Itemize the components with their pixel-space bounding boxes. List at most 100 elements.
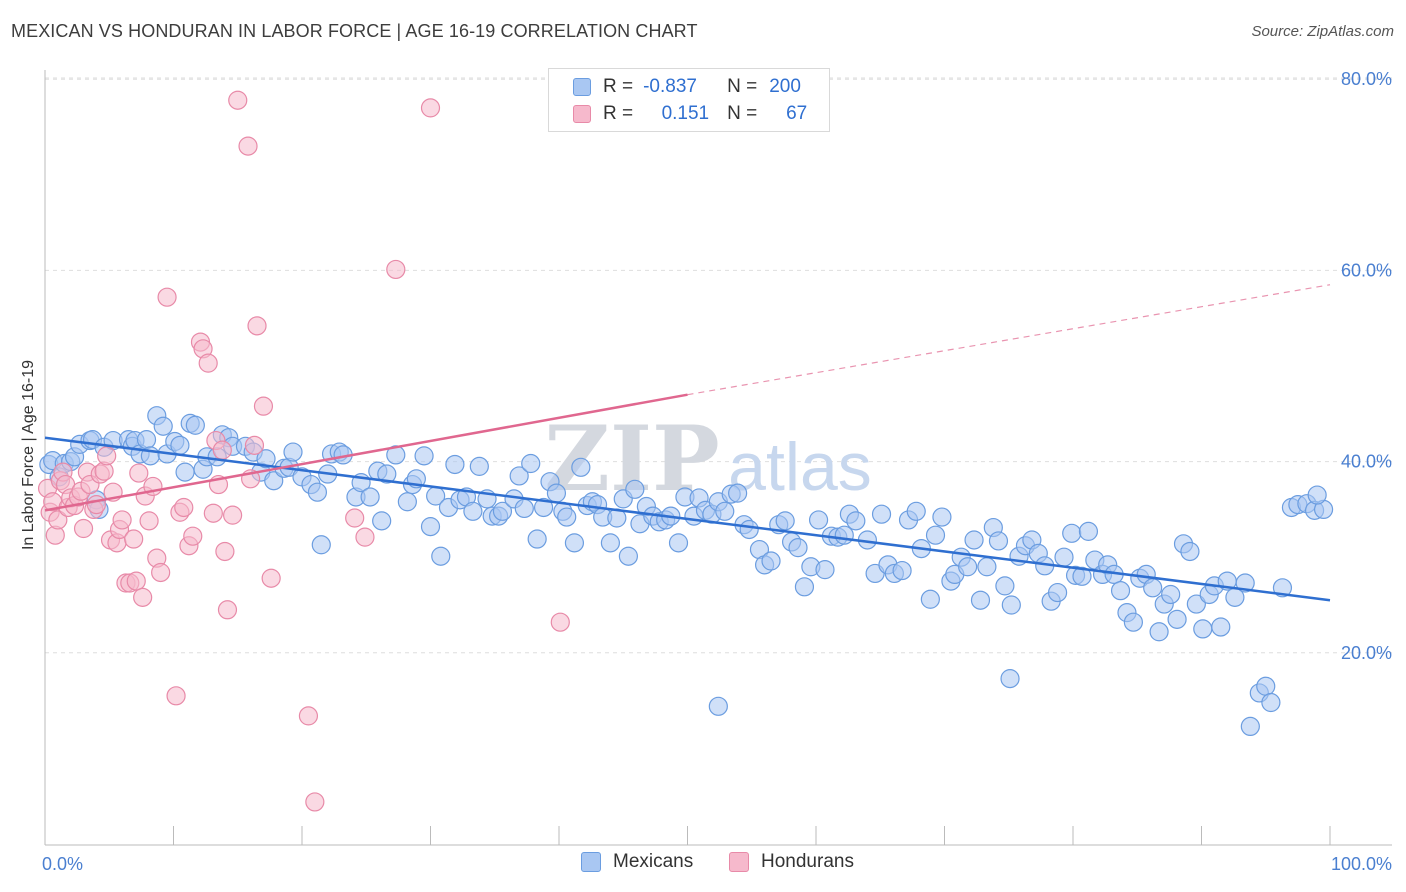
mexicans-point-158	[1054, 547, 1074, 567]
mexicans-point-118	[788, 538, 808, 558]
mexicans-point-64	[445, 454, 465, 475]
mexicans-trend-line	[44, 436, 1331, 602]
mexicans-point-176	[1167, 609, 1187, 629]
hondurans-point-56	[247, 316, 267, 336]
mexicans-point-100	[668, 533, 689, 553]
mexicans-point-173	[1149, 622, 1169, 642]
mexicans-point-26	[185, 415, 205, 435]
mexicans-r-value: -0.837	[643, 76, 697, 97]
hondurans-point-38	[166, 686, 186, 706]
mexicans-point-138	[925, 525, 946, 545]
y-tick-label-60: 60.0%	[1341, 260, 1392, 280]
legend-item-hondurans: Hondurans	[729, 851, 854, 873]
mexicans-point-183	[1211, 617, 1231, 637]
mexicans-point-107	[715, 501, 735, 521]
hondurans-point-52	[223, 505, 243, 525]
mexicans-point-186	[1235, 573, 1255, 593]
hondurans-point-17	[86, 495, 107, 515]
hondurans-point-63	[386, 259, 406, 280]
hondurans-point-25	[112, 510, 132, 530]
hondurans-point-28	[124, 529, 144, 549]
series-legend: Mexicans Hondurans	[0, 851, 1406, 877]
mexicans-point-82	[557, 507, 577, 527]
mexicans-point-162	[1078, 521, 1099, 541]
hondurans-point-40	[174, 497, 194, 518]
hondurans-swatch	[573, 105, 591, 123]
legend-row-hondurans: R = 0.151 N = 67	[573, 100, 807, 128]
mexicans-point-62	[431, 546, 451, 566]
mexicans-point-76	[521, 453, 541, 474]
mexicans-point-111	[739, 519, 759, 540]
mexicans-point-92	[618, 546, 638, 566]
mexicans-point-80	[546, 483, 567, 503]
mexicans-point-17	[136, 430, 157, 450]
mexicans-point-44	[311, 535, 331, 555]
mexicans-point-83	[564, 533, 585, 553]
mexicans-n-value: 200	[769, 76, 801, 97]
mexicans-point-89	[600, 533, 621, 553]
hondurans-point-61	[345, 508, 365, 528]
mexicans-point-43	[307, 482, 328, 502]
hondurans-trend-extension	[687, 284, 1331, 396]
hondurans-point-31	[133, 587, 153, 607]
mexicans-point-121	[808, 510, 829, 530]
hondurans-n-label: N =	[727, 103, 758, 124]
mexicans-point-127	[846, 511, 866, 531]
hondurans-point-33	[139, 511, 159, 531]
mexicans-point-116	[775, 511, 795, 531]
mexicans-point-143	[958, 557, 978, 577]
mexicans-point-149	[995, 576, 1015, 596]
legend-item-mexicans: Mexicans	[581, 851, 693, 873]
hondurans-r-value: 0.151	[661, 103, 710, 124]
hondurans-point-4	[48, 510, 68, 530]
y-axis-label: In Labor Force | Age 16-19	[20, 360, 37, 550]
hondurans-trend-line	[44, 393, 688, 512]
hondurans-n-value: 67	[786, 103, 808, 124]
mexicans-point-135	[906, 501, 926, 521]
mexicans-point-199	[1307, 485, 1327, 505]
mexicans-point-53	[372, 511, 392, 531]
mexicans-point-150	[1001, 595, 1021, 615]
mexicans-point-137	[920, 589, 940, 609]
mexicans-point-180	[1193, 619, 1213, 639]
mexicans-point-24	[175, 462, 195, 482]
hondurans-point-51	[217, 600, 238, 620]
hondurans-point-46	[203, 503, 223, 523]
hondurans-point-55	[244, 435, 265, 455]
mexicans-point-36	[256, 449, 276, 469]
mexicans-point-114	[761, 551, 781, 571]
hondurans-point-37	[157, 287, 177, 307]
mexicans-point-51	[360, 487, 380, 507]
mexicans-point-133	[892, 560, 912, 581]
mexicans-point-77	[527, 529, 547, 549]
hondurans-point-45	[198, 353, 218, 373]
y-tick-label-80: 80.0%	[1341, 69, 1392, 89]
mexicans-point-60	[420, 517, 441, 537]
hondurans-point-64	[420, 98, 441, 118]
mexicans-point-178	[1180, 541, 1200, 562]
mexicans-point-68	[469, 456, 489, 476]
hondurans-point-57	[253, 396, 274, 416]
mexicans-point-109	[728, 483, 748, 503]
x-tick-label-max: 100.0%	[1331, 854, 1392, 874]
watermark-atlas: atlas	[728, 429, 872, 505]
mexicans-swatch	[573, 78, 591, 96]
mexicans-point-187	[1240, 716, 1260, 737]
mexicans-legend-swatch	[581, 852, 601, 872]
hondurans-point-13	[73, 518, 94, 539]
mexicans-point-148	[988, 531, 1009, 551]
hondurans-point-20	[97, 446, 117, 466]
hondurans-point-50	[215, 541, 235, 562]
mexicans-point-146	[977, 557, 997, 577]
hondurans-point-49	[212, 440, 232, 460]
y-tick-label-40: 40.0%	[1341, 452, 1392, 472]
x-tick-label-min: 0.0%	[42, 854, 83, 874]
mexicans-n-label: N =	[727, 76, 758, 97]
mexicans-point-37	[264, 471, 284, 491]
hondurans-r-label: R =	[603, 103, 634, 124]
mexicans-point-55	[386, 445, 406, 465]
mexicans-point-130	[871, 504, 892, 524]
source-label: Source: ZipAtlas.com	[1251, 23, 1394, 40]
chart-title: MEXICAN VS HONDURAN IN LABOR FORCE | AGE…	[11, 21, 698, 41]
